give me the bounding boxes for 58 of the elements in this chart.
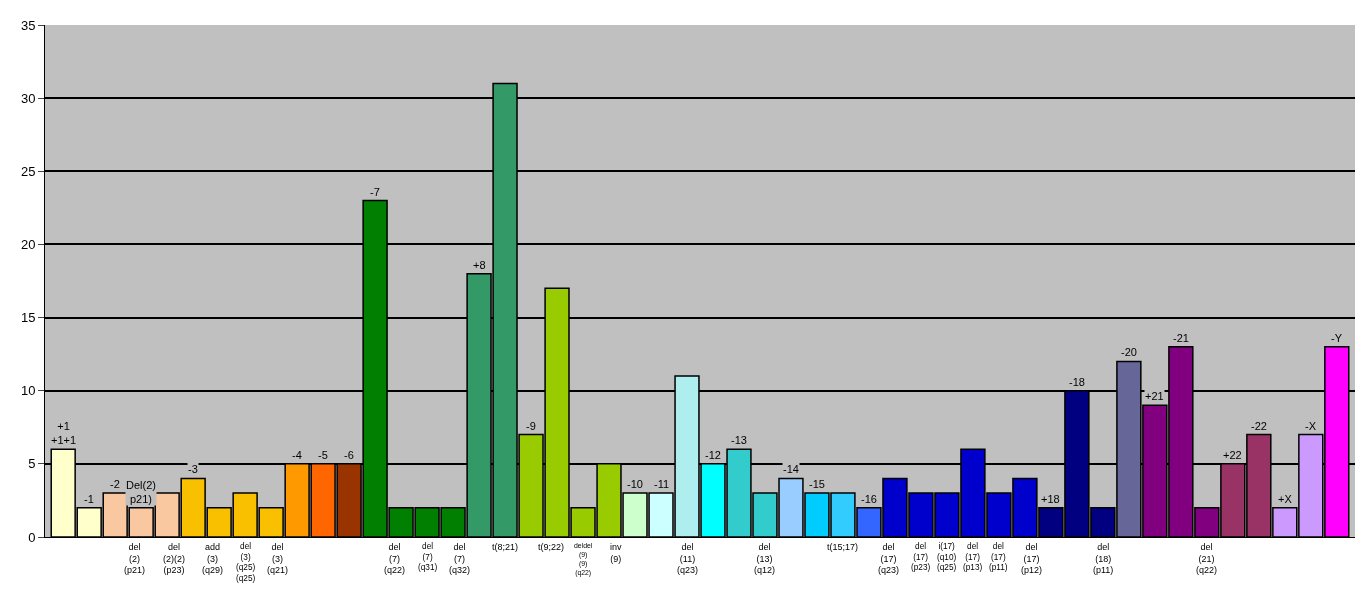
annotation: -16 [861,493,877,505]
x-tick-label: del (17) (p23) [911,542,931,573]
annotation: -14 [783,463,799,475]
annotation: -11 [654,478,670,490]
x-tick-label: del (7) (q32) [449,542,471,576]
x-tick-label: inv (9) [610,542,622,564]
x-tick-label: del (7) (q22) [384,542,406,576]
y-tick-label: 30 [20,90,36,106]
x-tick-label: t(9;22) [538,542,565,552]
y-tick-label: 0 [28,529,36,545]
annotation: -6 [344,449,354,461]
annotation: -20 [1121,346,1137,358]
annotation: -3 [188,463,198,475]
annotation: -5 [318,449,328,461]
x-tick-label: del (2)(2) (p23) [163,542,185,576]
x-tick-label: i(17) (q10) (q25) [937,542,957,573]
annotation: -4 [292,449,302,461]
annotation: +8 [473,259,486,271]
y-tick-label: 20 [20,236,36,252]
annotation: -Y [1331,332,1343,344]
x-tick-label: add (3) (q29) [202,542,224,576]
annotation: -10 [627,478,643,490]
annotation: -2 [110,478,120,490]
x-tick-label: del (3) (q25)(q25) [236,542,256,584]
y-tick-label: 15 [20,310,36,326]
x-tick-label: t(15;17) [827,542,859,552]
annotation: +21 [1145,390,1164,402]
annotation: +18 [1041,493,1060,505]
y-tick-label: 10 [20,383,36,399]
x-tick-label: del (3) (q21) [267,542,289,576]
x-tick-label: del (21) (q22) [1196,542,1218,576]
annotation: +22 [1223,449,1242,461]
x-tick-label: del (11) (q23) [677,542,699,576]
annotation: -18 [1069,376,1085,388]
annotation: -X [1305,420,1317,432]
annotation: -21 [1173,332,1189,344]
annotation: Del(2) p21) [126,479,156,506]
annotation: -9 [526,420,536,432]
annotation: -15 [809,478,825,490]
annotation: +1 +1+1 [51,420,77,447]
y-tick-label: 35 [20,17,36,33]
x-tick-label: del (7) (q31) [418,542,438,573]
annotation: -13 [731,434,747,446]
x-tick-label: del (18) (p11) [1093,542,1114,576]
y-tick-label: 25 [20,163,36,179]
annotation: -12 [705,449,721,461]
annotation: -22 [1251,420,1267,432]
x-tick-label: del (17) (p11) [989,542,1008,573]
x-tick-label: t(8;21) [492,542,519,552]
x-tick-label: del (17) (p13) [963,542,983,573]
annotation: -1 [84,493,94,505]
x-tick-label: del (17) (p12) [1021,542,1043,576]
x-tick-label: del (17) (q23) [878,542,900,576]
annotation: +X [1278,493,1293,505]
y-tick-label: 5 [28,456,36,472]
x-tick-label: del (13) (q12) [754,542,776,576]
annotation: -7 [370,186,380,198]
x-tick-label: del (2) (p21) [124,542,146,576]
